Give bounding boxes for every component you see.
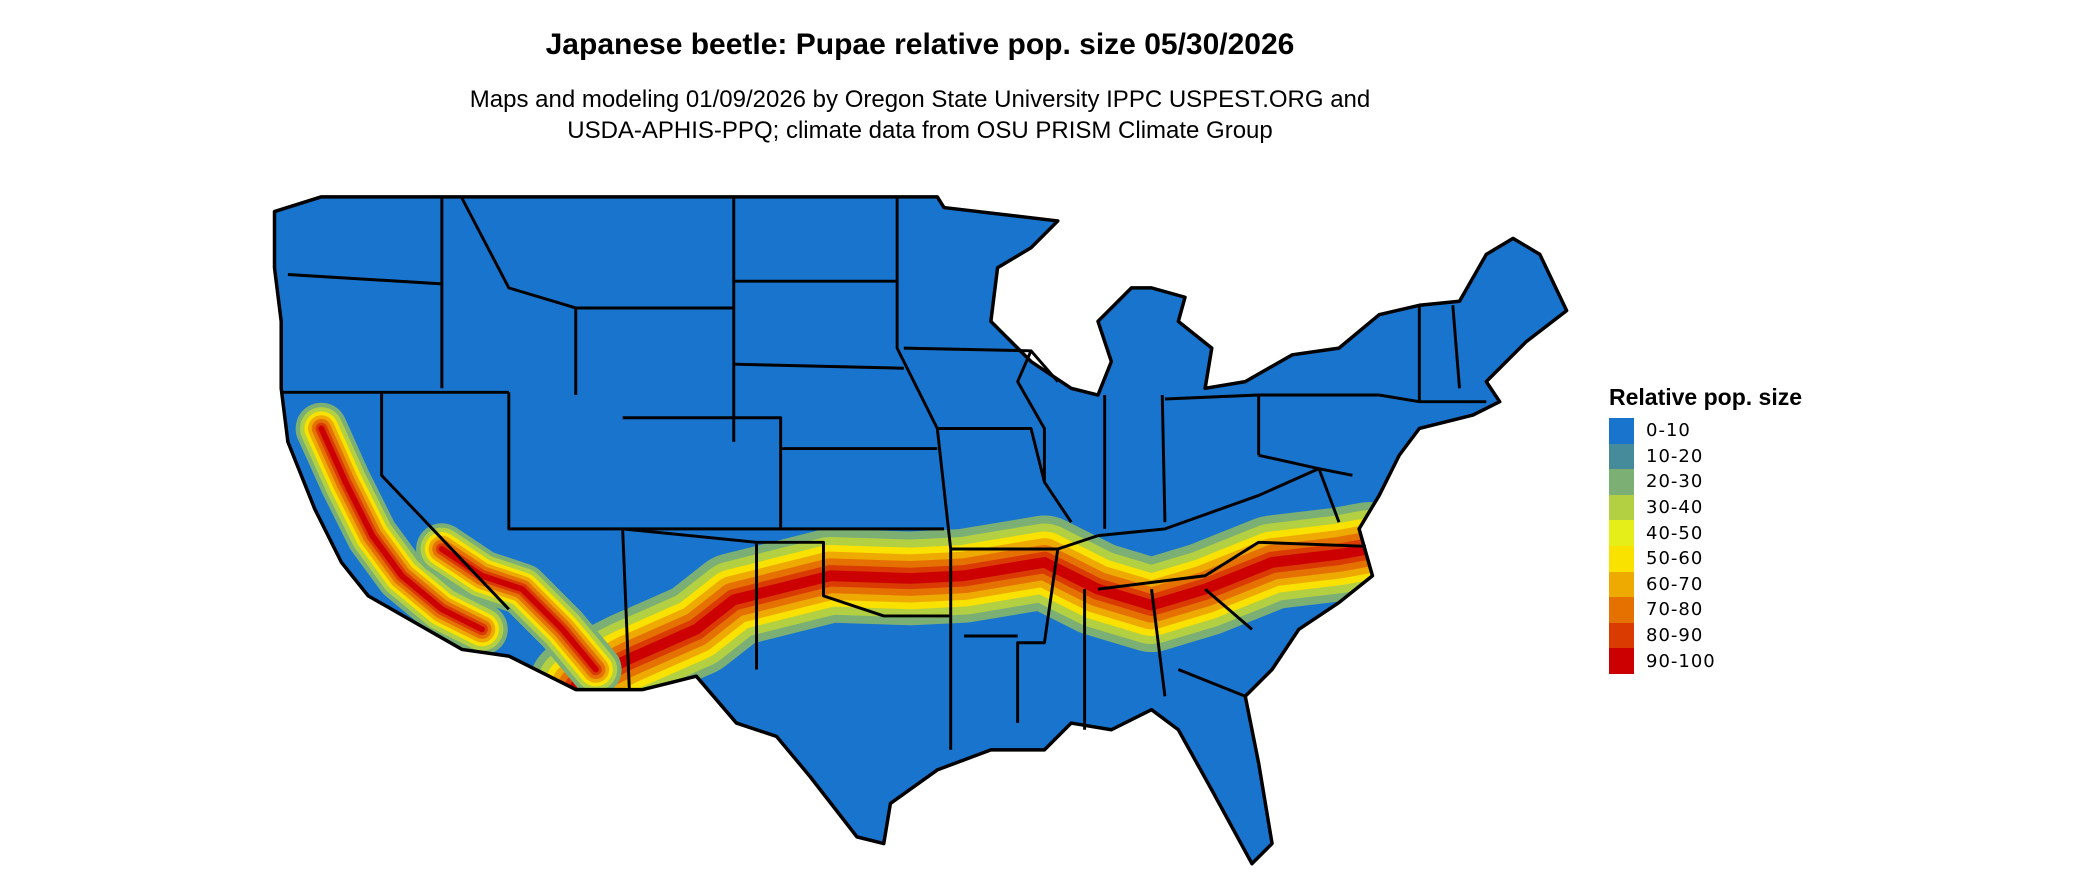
legend-label: 10-20	[1646, 445, 1704, 467]
legend-label: 0-10	[1646, 420, 1691, 442]
legend-swatch	[1609, 418, 1634, 444]
legend-item: 30-40	[1609, 494, 1802, 521]
subtitle-line-1: Maps and modeling 01/09/2026 by Oregon S…	[469, 86, 1371, 113]
legend-label: 60-70	[1646, 573, 1704, 595]
map-title: Japanese beetle: Pupae relative pop. siz…	[545, 28, 1295, 61]
legend-swatch	[1609, 494, 1634, 521]
map-subtitle: Maps and modeling 01/09/2026 by Oregon S…	[0, 84, 1840, 146]
state-border	[380, 392, 510, 611]
legend-label: 70-80	[1646, 599, 1704, 621]
legend-item: 0-10	[1609, 418, 1802, 444]
legend-item: 60-70	[1609, 571, 1802, 598]
state-border	[1016, 350, 1046, 483]
legend: Relative pop. size 0-10 10-20 20-30 30-40 40…	[1609, 384, 1802, 674]
hotspot-band	[570, 543, 1374, 691]
state-borders	[281, 197, 1487, 750]
state-border	[1150, 588, 1167, 697]
hotspot-band	[318, 425, 485, 633]
legend-swatch	[1609, 597, 1634, 623]
legend-label: 40-50	[1646, 522, 1704, 544]
state-border	[1097, 467, 1353, 538]
legend-label: 90-100	[1646, 650, 1716, 672]
legend-label: 20-30	[1646, 471, 1704, 493]
legend-label: 50-60	[1646, 548, 1704, 570]
state-border	[287, 273, 442, 286]
state-border	[1204, 588, 1253, 631]
legend-item: 70-80	[1609, 597, 1802, 623]
state-border	[1177, 668, 1246, 698]
legend-item: 50-60	[1609, 545, 1802, 572]
state-border	[507, 392, 623, 531]
population-hotspots	[295, 402, 1416, 733]
state-border	[621, 528, 631, 690]
legend-item: 10-20	[1609, 443, 1802, 470]
legend-item: 20-30	[1609, 469, 1802, 495]
legend-swatch	[1609, 443, 1634, 470]
legend-item: 40-50	[1609, 520, 1802, 546]
legend-swatch	[1609, 545, 1634, 572]
state-border	[1451, 305, 1461, 389]
state-border	[1258, 453, 1341, 523]
state-border	[756, 540, 951, 618]
state-border	[1097, 540, 1366, 591]
state-border	[1160, 394, 1167, 523]
legend-label: 80-90	[1646, 625, 1704, 647]
state-border	[460, 197, 577, 310]
legend-item: 90-100	[1609, 648, 1802, 674]
state-border	[1378, 393, 1487, 404]
legend-title: Relative pop. size	[1609, 384, 1803, 410]
legend-label: 30-40	[1646, 497, 1704, 519]
state-border	[733, 362, 904, 370]
legend-item: 80-90	[1609, 622, 1802, 649]
subtitle-line-2: USDA-APHIS-PPQ; climate data from OSU PR…	[567, 117, 1273, 144]
state-border	[1016, 548, 1060, 724]
national-border	[272, 195, 1569, 866]
state-border	[622, 416, 783, 531]
legend-swatch	[1609, 520, 1634, 546]
legend-swatch	[1609, 648, 1634, 674]
legend-swatch	[1609, 469, 1634, 495]
state-border	[937, 427, 1073, 524]
legend-swatch	[1609, 622, 1634, 649]
legend-swatch	[1609, 571, 1634, 598]
